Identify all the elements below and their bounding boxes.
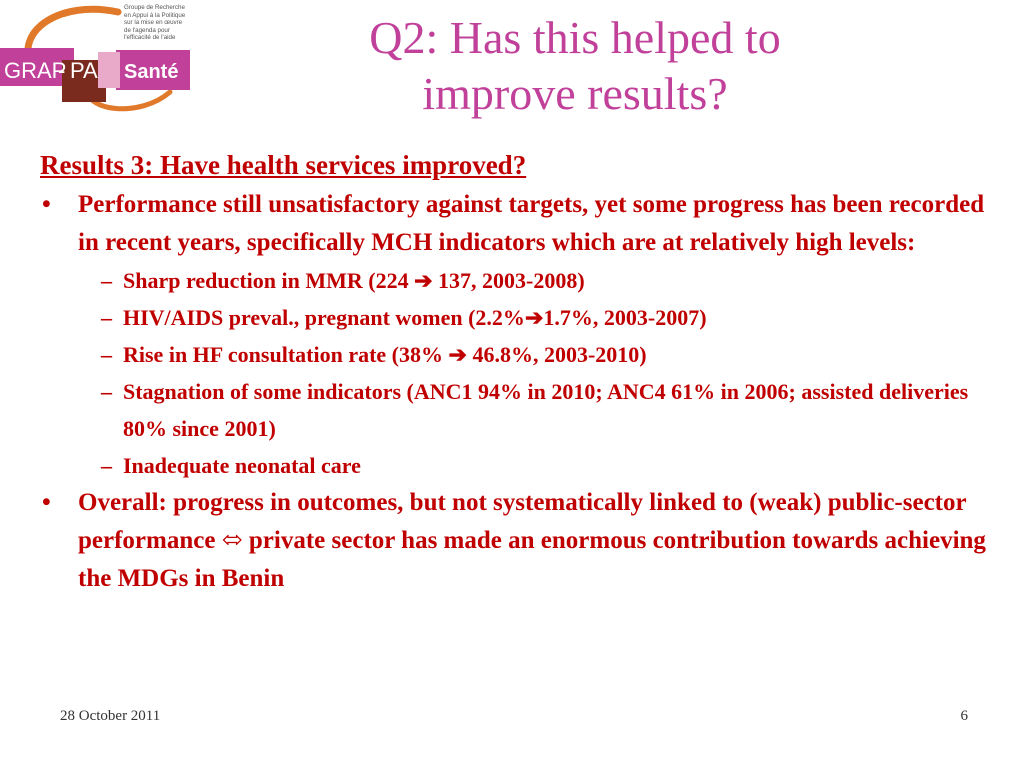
grap-pa-sante-logo: GRAP - PA Santé Groupe de Recherche en A… — [0, 0, 200, 128]
logo-block-sante — [116, 50, 190, 90]
section-heading: Results 3: Have health services improved… — [40, 150, 527, 180]
bullet-marker: • — [42, 191, 51, 218]
sub-bullet-marker: – — [101, 453, 112, 478]
sub-bullet-consultation: – Rise in HF consultation rate (38% ➔ 46… — [40, 336, 1010, 373]
logo-text-hyphen: - — [58, 58, 65, 83]
logo-tagline-line: Groupe de Recherche — [124, 4, 185, 11]
logo-text-grap: GRAP — [4, 58, 66, 83]
sub-bullet-text: Inadequate neonatal care — [123, 453, 361, 478]
sub-bullet-text: HIV/AIDS preval., pregnant women (2.2% — [123, 305, 525, 330]
arrow-right-icon: ➔ — [414, 268, 433, 293]
logo-tagline: Groupe de Recherche en Appui à la Politi… — [124, 4, 198, 42]
sub-bullet-marker: – — [101, 379, 112, 404]
logo-tagline-line: sur la mise en œuvre — [124, 19, 183, 27]
logo-text-sante: Santé — [124, 61, 178, 83]
sub-bullet-text: 137, 2003-2008) — [432, 268, 585, 293]
sub-bullet-marker: – — [101, 342, 112, 367]
page-number: 6 — [960, 708, 969, 724]
sub-bullet-neonatal: – Inadequate neonatal care — [40, 447, 1010, 484]
slide-title-line2: improve results? — [422, 68, 728, 119]
sub-bullet-stagnation: – Stagnation of some indicators (ANC1 94… — [40, 373, 1010, 447]
logo-block-accent — [98, 52, 120, 88]
sub-bullet-list: – Sharp reduction in MMR (224 ➔ 137, 200… — [78, 262, 1010, 484]
logo-block-grap — [0, 48, 74, 86]
logo-graphic: GRAP - PA Santé — [0, 5, 190, 112]
arrow-right-icon: ➔ — [448, 342, 467, 367]
arrow-right-icon: ➔ — [524, 305, 544, 330]
sub-bullet-hiv: – HIV/AIDS preval., pregnant women (2.2%… — [40, 299, 1010, 336]
bullet-overall: • Overall: progress in outcomes, but not… — [40, 484, 1010, 598]
bullet-marker: • — [42, 489, 51, 516]
sub-bullet-text: 1.7%, 2003-2007) — [543, 305, 707, 330]
logo-tagline-line: de l'agenda pour l'efficacité de l'aide — [124, 26, 176, 42]
bullet-text: private sector has made an enormous cont… — [78, 527, 986, 592]
slide-content: Results 3: Have health services improved… — [40, 148, 1010, 598]
bullet-text: Performance still unsatisfactory against… — [78, 191, 985, 256]
slide-title: Q2: Has this helped to improve results? — [230, 10, 920, 122]
footer-date: 28 October 2011 — [60, 708, 161, 724]
sub-bullet-mmr: – Sharp reduction in MMR (224 ➔ 137, 200… — [40, 262, 1010, 299]
sub-bullet-text: Sharp reduction in MMR (224 — [123, 268, 415, 293]
double-arrow-icon: ⬄ — [221, 527, 243, 554]
logo-text-pa: PA — [70, 58, 98, 83]
sub-bullet-text: Stagnation of some indicators (ANC1 94% … — [123, 379, 969, 441]
sub-bullet-marker: – — [101, 268, 112, 293]
bullet-text: Overall: progress in outcomes, but not s… — [78, 489, 967, 554]
logo-tagline-line: en Appui à la Politique — [124, 11, 186, 19]
sub-bullet-marker: – — [101, 305, 112, 330]
slide-title-line1: Q2: Has this helped to — [369, 12, 781, 63]
sub-bullet-text: 46.8%, 2003-2010) — [466, 342, 647, 367]
bullet-performance: • Performance still unsatisfactory again… — [40, 186, 1010, 484]
sub-bullet-text: Rise in HF consultation rate (38% — [123, 342, 449, 367]
